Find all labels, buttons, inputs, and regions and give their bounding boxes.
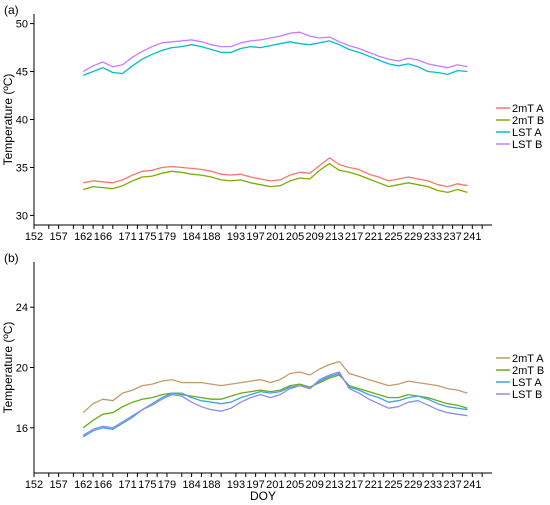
- y-tick-label: 20: [16, 363, 28, 375]
- x-tick-label: 205: [286, 231, 304, 243]
- x-tick-label: 217: [345, 479, 363, 491]
- x-axis-title: DOY: [250, 489, 276, 503]
- x-tick-label: 225: [384, 479, 402, 491]
- x-tick-label: 152: [25, 479, 43, 491]
- x-tick-label: 237: [443, 479, 461, 491]
- series-line-2mt-b: [82, 374, 468, 429]
- x-tick-label: 221: [365, 479, 383, 491]
- legend-label: 2mT A: [512, 103, 544, 115]
- x-tick-label: 241: [463, 231, 481, 243]
- x-tick-label: 217: [345, 231, 363, 243]
- x-tick-label: 213: [325, 231, 343, 243]
- x-tick-label: 237: [443, 231, 461, 243]
- x-tick-label: 193: [227, 479, 245, 491]
- x-tick-label: 179: [158, 479, 176, 491]
- series-line-lst-a: [82, 372, 468, 438]
- legend-label: LST A: [512, 377, 542, 389]
- series-line-lst-a: [82, 40, 468, 77]
- x-tick-label: 229: [404, 231, 422, 243]
- x-tick-label: 205: [286, 479, 304, 491]
- x-tick-label: 209: [306, 231, 324, 243]
- y-tick-label: 45: [16, 67, 28, 79]
- series-line-lst-b: [82, 371, 468, 436]
- legend-label: LST A: [512, 127, 542, 139]
- x-tick-label: 213: [325, 479, 343, 491]
- x-tick-label: 152: [25, 231, 43, 243]
- y-tick-label: 40: [16, 115, 28, 127]
- x-tick-label: 221: [365, 231, 383, 243]
- x-tick-label: 233: [424, 479, 442, 491]
- series-line-2mt-a: [83, 157, 468, 188]
- x-tick-label: 179: [158, 231, 176, 243]
- x-tick-label: 201: [266, 479, 284, 491]
- x-tick-label: 157: [49, 479, 67, 491]
- series-line-2mt-a: [82, 360, 468, 414]
- x-tick-label: 184: [182, 231, 200, 243]
- x-tick-label: 162: [74, 231, 92, 243]
- x-tick-label: 175: [138, 479, 156, 491]
- x-tick-label: 197: [246, 231, 264, 243]
- legend-label: LST B: [512, 389, 542, 401]
- x-tick-label: 175: [138, 231, 156, 243]
- x-tick-label: 171: [118, 479, 136, 491]
- legend-label: 2mT B: [512, 365, 544, 377]
- legend-label: 2mT B: [512, 115, 544, 127]
- panel-label: (b): [4, 251, 19, 265]
- x-tick-label: 201: [266, 231, 284, 243]
- x-tick-label: 166: [94, 231, 112, 243]
- chart-panel-b: (b) 16 20 24 152 157 162 166 171 175 179 184 188 193 1…: [1, 251, 544, 491]
- x-tick-label: 241: [463, 479, 481, 491]
- x-tick-label: 162: [74, 479, 92, 491]
- x-tick-label: 225: [384, 231, 402, 243]
- y-tick-label: 24: [16, 302, 28, 314]
- chart-panel-a: (a) 30 35 40 45 50 152 157 162 166 171 175 179 184 188…: [1, 3, 544, 243]
- panel-label: (a): [4, 3, 19, 17]
- series-line-2mt-b: [83, 162, 468, 194]
- x-tick-label: 193: [227, 231, 245, 243]
- y-tick-label: 30: [16, 210, 28, 222]
- y-tick-label: 50: [16, 19, 28, 31]
- x-tick-label: 188: [202, 479, 220, 491]
- y-tick-label: 16: [16, 423, 28, 435]
- x-tick-label: 166: [94, 479, 112, 491]
- x-tick-label: 197: [246, 479, 264, 491]
- y-tick-label: 35: [16, 162, 28, 174]
- x-tick-label: 184: [182, 479, 200, 491]
- y-axis-title: Temperature (ºC): [1, 322, 15, 414]
- series-line-lst-b: [82, 31, 468, 73]
- legend-label: 2mT A: [512, 353, 544, 365]
- x-tick-label: 157: [49, 231, 67, 243]
- x-tick-label: 229: [404, 479, 422, 491]
- legend-label: LST B: [512, 139, 542, 151]
- x-tick-label: 188: [202, 231, 220, 243]
- x-tick-label: 209: [306, 479, 324, 491]
- y-axis-title: Temperature (ºC): [1, 74, 15, 166]
- x-tick-label: 233: [424, 231, 442, 243]
- x-tick-label: 171: [118, 231, 136, 243]
